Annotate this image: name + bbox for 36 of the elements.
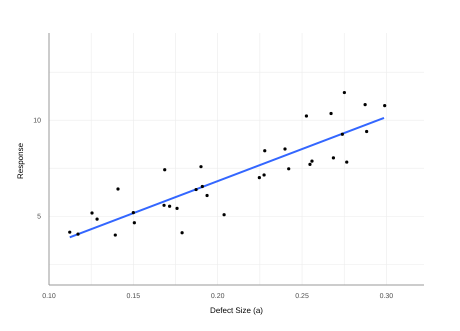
point [95,218,99,221]
point [132,221,136,224]
point [258,176,261,180]
point [68,230,72,234]
point [180,231,184,234]
point [365,130,368,134]
point [222,213,226,216]
point [308,162,312,166]
point [205,194,209,198]
point [175,206,179,210]
point [114,233,117,237]
point [340,132,344,136]
point [287,167,290,170]
y-axis-title: Response [16,142,25,179]
point [168,204,172,208]
point [342,90,346,94]
point [364,103,367,106]
point [132,210,135,214]
point [304,114,308,118]
point [262,173,266,177]
point [310,160,314,163]
point [263,149,266,152]
x-axis-title: Defect Size (a) [210,306,264,315]
point [200,184,204,188]
point [116,187,120,191]
point [163,168,166,172]
point [162,204,166,207]
point [383,104,386,108]
point [194,188,198,192]
point [76,232,80,236]
point [199,165,203,168]
point [283,147,287,151]
point [329,112,333,116]
point [90,211,94,215]
point [345,160,348,164]
point [332,156,336,160]
